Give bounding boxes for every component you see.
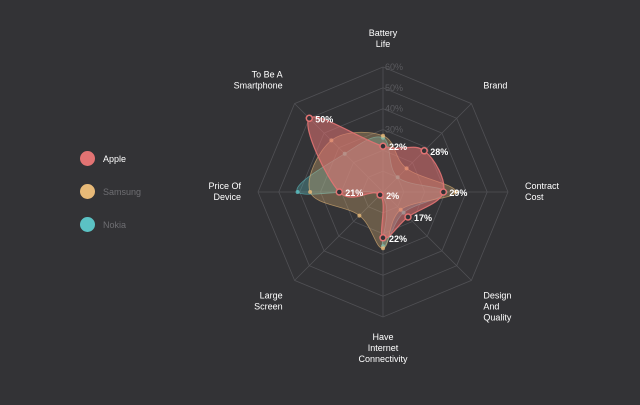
legend-swatch-nokia (80, 217, 95, 232)
data-label: 2% (386, 191, 399, 201)
axis-label: Have Internet Connectivity (358, 332, 408, 364)
axis-label: Brand (483, 81, 507, 91)
data-label: 22% (389, 142, 407, 152)
axis-label: Price Of Device (208, 181, 241, 202)
data-label: 22% (389, 234, 407, 244)
axis-label: Design And Quality (483, 290, 512, 322)
tick-label: 30% (385, 125, 403, 135)
data-point-samsung[interactable] (453, 190, 458, 194)
radar-data-labels: 22% 28% 29% 17% 22% 2% 21% 50% (315, 114, 467, 244)
data-point-samsung[interactable] (381, 133, 385, 138)
data-point-apple[interactable] (420, 147, 428, 155)
series-apple (305, 114, 448, 242)
axis-label: Battery Life (369, 28, 398, 49)
legend-swatch-apple (80, 151, 95, 166)
legend-swatch-samsung (80, 184, 95, 199)
chart-legend: Apple Samsung Nokia (80, 150, 141, 233)
data-point-apple[interactable] (439, 188, 448, 196)
legend-item-samsung[interactable]: Samsung (80, 183, 141, 200)
data-point-nokia[interactable] (295, 190, 300, 194)
tick-label: 50% (385, 83, 403, 93)
axis-label: Contract Cost (525, 181, 560, 202)
data-label: 17% (414, 213, 432, 223)
data-label: 50% (315, 114, 333, 124)
data-point-samsung[interactable] (357, 213, 362, 218)
radar-series (295, 114, 458, 251)
tick-label: 40% (385, 104, 403, 114)
data-label: 21% (345, 188, 363, 198)
legend-item-apple[interactable]: Apple (80, 150, 141, 167)
data-point-apple[interactable] (305, 114, 314, 123)
legend-item-nokia[interactable]: Nokia (80, 216, 141, 233)
grid-spoke (294, 191, 384, 281)
axis-label: To Be A Smartphone (234, 70, 283, 91)
tick-label: 60% (385, 62, 403, 72)
legend-label-apple: Apple (103, 153, 127, 164)
legend-label-nokia: Nokia (103, 219, 127, 230)
axis-label: Large Screen (254, 290, 283, 311)
radar-tick-labels: 30% 40% 50% 60% (385, 62, 403, 135)
data-point-apple[interactable] (376, 191, 384, 199)
data-point-apple[interactable] (404, 213, 412, 221)
data-point-samsung[interactable] (381, 246, 385, 251)
data-label: 28% (430, 147, 448, 157)
data-point-apple[interactable] (379, 234, 387, 242)
data-label: 29% (449, 188, 467, 198)
data-point-apple[interactable] (379, 142, 387, 150)
radar-axis-labels: Battery Life Brand Contract Cost Design And Qua… (208, 28, 559, 364)
data-point-apple[interactable] (335, 188, 344, 196)
data-point-samsung[interactable] (308, 190, 313, 194)
legend-label-samsung: Samsung (103, 186, 142, 197)
